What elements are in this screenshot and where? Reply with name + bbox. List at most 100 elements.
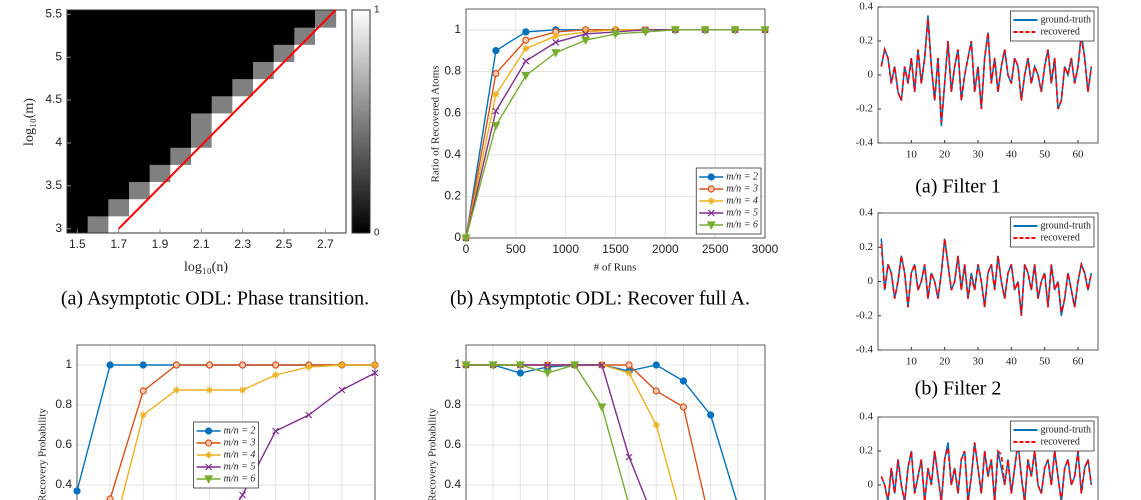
heatmap-cell [108,112,130,131]
heatmap-cell [294,44,316,62]
heatmap-cell [315,95,337,114]
legend-label: m/n = 3 [726,183,758,194]
legend-marker [707,209,715,217]
heatmap-cell [129,10,151,28]
heatmap-cell [253,27,275,45]
heatmap-cell [191,61,213,80]
x-tick-label: 20 [939,356,951,368]
heatmap-cell [191,78,213,97]
plot-frame [877,212,1099,351]
heatmap-cell [129,78,151,97]
plot-frame [76,344,376,500]
heatmap-cell [232,181,254,200]
marker [582,30,590,38]
heatmap-cell [149,147,171,165]
heatmap-cell [211,95,233,114]
x-tick-label: 30 [973,149,985,161]
plot-frame [465,344,766,500]
heatmap-cell [211,44,233,62]
y-tick-label: 4 [55,135,62,149]
heatmap-cell [253,10,275,28]
plot-frame [66,9,347,234]
heatmap-cell [211,164,233,183]
heatmap-cell [294,27,316,45]
marker [625,453,633,461]
colorbar-tick-label: 1 [374,5,380,16]
heatmap-cell [253,130,275,148]
heatmap-cell [294,130,316,148]
marker [338,386,346,394]
heatmap-cell [67,130,89,148]
heatmap-cell [149,44,171,62]
marker [106,361,114,369]
marker [522,57,530,65]
heatmap-cell [232,112,254,131]
heatmap-cell [67,95,89,114]
heatmap-cell [67,44,89,62]
y-tick-label: 0.4 [444,147,461,161]
y-tick-label: 0.2 [859,241,873,253]
heatmap-cell [170,27,192,45]
x-axis-label: log₁₀(n) [184,260,228,275]
heatmap-cell [87,95,109,114]
heatmap-cell [253,78,275,97]
legend-label: m/n = 6 [726,219,758,230]
marker [239,491,246,499]
y-axis-label: Recovery Probability [427,408,439,500]
legend-marker [707,185,715,193]
heatmap-cell [211,181,233,200]
heatmap-cell [170,198,192,217]
legend-label: ground-truth [1040,220,1091,231]
heatmap-cell [129,27,151,45]
heatmap-cell [67,198,89,217]
heatmap-cell [273,112,295,131]
y-tick-label: 0.2 [444,189,461,203]
x-tick-label: 0 [463,242,470,256]
marker [172,386,180,394]
legend-label: m/n = 4 [224,449,256,460]
heatmap-cell [108,164,130,183]
marker [551,49,561,58]
x-tick-label: 20 [939,149,951,161]
y-tick-label: 1 [454,22,461,36]
heatmap-cell [87,130,109,148]
heatmap-cell [67,112,89,131]
series-line [466,364,678,500]
heatmap-cell [294,95,316,114]
marker [552,38,560,46]
legend-marker [204,475,214,484]
heatmap-cell [211,78,233,97]
series-line [880,238,1093,316]
heatmap-cell [129,95,151,114]
y-tick-label: 5 [55,49,62,63]
heatmap-cell [315,130,337,148]
marker [461,234,471,243]
marker [371,361,379,369]
y-tick-label: -0.4 [856,137,874,149]
marker [652,387,660,395]
y-tick-label: 0.2 [859,445,873,457]
marker [625,369,633,377]
marker [760,26,770,35]
heatmap-cell [315,44,337,62]
marker [272,361,280,369]
heatmap-cell [211,130,233,148]
heatmap-cell [273,164,295,183]
legend-label: m/n = 5 [224,461,256,472]
heatmap-cell [315,198,337,217]
marker [552,32,560,40]
legend-marker [205,463,213,471]
marker [305,363,313,371]
legend-label: recovered [1040,232,1079,243]
heatmap-cell [232,27,254,45]
caption: (b) Filter 2 [915,378,1002,400]
heatmap-cell [315,112,337,131]
heatmap-cell [211,215,233,234]
heatmap-cell [294,78,316,97]
heatmap-cell [191,10,213,28]
heatmap-cell [294,10,316,28]
marker [139,387,147,395]
marker [707,411,715,419]
heatmap-cell [129,112,151,131]
